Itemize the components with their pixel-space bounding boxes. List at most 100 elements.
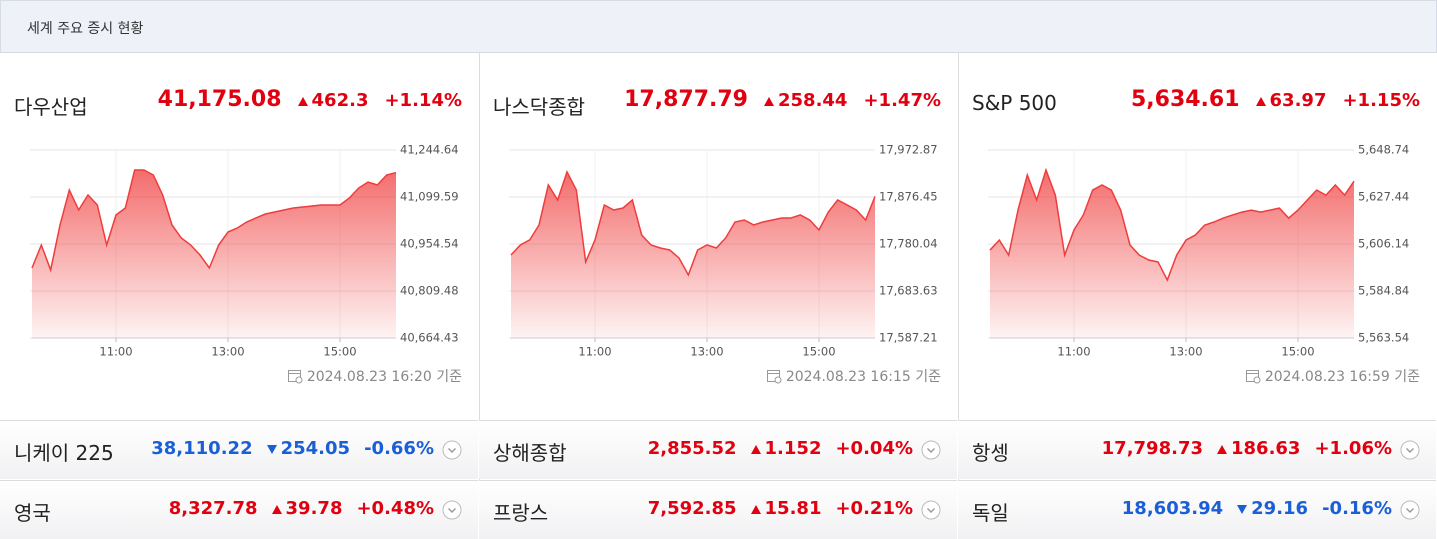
change-percent: +0.48% — [356, 498, 434, 519]
y-tick-label: 5,648.74 — [1358, 143, 1409, 157]
timestamp: 2024.08.23 16:59 기준 — [1245, 366, 1420, 386]
change-percent: +0.04% — [835, 438, 913, 459]
calendar-icon — [1245, 370, 1261, 384]
x-tick-label: 13:00 — [211, 345, 244, 359]
timestamp-text: 2024.08.23 16:15 기준 — [785, 369, 941, 385]
area — [32, 170, 396, 338]
index-row: 프랑스 7,592.85 15.81 +0.21% — [479, 480, 957, 539]
x-tick-label: 13:00 — [1169, 345, 1202, 359]
price: 18,603.94 — [1121, 498, 1224, 519]
expand-button[interactable] — [442, 500, 462, 520]
timestamp: 2024.08.23 16:20 기준 — [287, 366, 462, 386]
index-quote: 41,175.08 462.3 +1.14% — [158, 87, 462, 112]
line — [510, 170, 876, 277]
y-tick-label: 5,627.44 — [1358, 190, 1409, 204]
expand-button[interactable] — [442, 440, 462, 460]
index-quote: 18,603.94 29.16 -0.16% — [1122, 498, 1392, 519]
change-value: 254.05 — [280, 438, 351, 459]
index-row: 독일 18,603.94 29.16 -0.16% — [958, 480, 1436, 539]
x-tick-label: 15:00 — [802, 345, 835, 359]
header: 세계 주요 증시 현황 — [0, 0, 1437, 53]
change-percent: +0.21% — [835, 498, 913, 519]
y-tick-label: 40,664.43 — [400, 331, 459, 345]
index-quote: 17,877.79 258.44 +1.47% — [624, 87, 941, 112]
index-name: 나스닥종합 — [493, 95, 585, 119]
y-tick-label: 17,972.87 — [879, 143, 938, 157]
direction-icon — [266, 444, 277, 454]
index-name: 상해종합 — [493, 441, 567, 465]
y-tick-label: 41,099.59 — [400, 189, 459, 203]
change-value: 15.81 — [764, 498, 822, 519]
index-quote: 8,327.78 39.78 +0.48% — [169, 498, 434, 519]
direction-icon — [1217, 444, 1227, 454]
expand-button[interactable] — [921, 500, 941, 520]
timestamp-text: 2024.08.23 16:59 기준 — [1264, 369, 1420, 385]
header-title: 세계 주요 증시 현황 — [27, 21, 144, 37]
change-value: 462.3 — [311, 90, 369, 111]
change: 29.16 — [1237, 498, 1308, 519]
separator — [958, 52, 959, 539]
index-quote: 2,855.52 1.152 +0.04% — [648, 438, 913, 459]
line — [31, 169, 397, 273]
x-tick-label: 15:00 — [1281, 345, 1314, 359]
index-quote: 5,634.61 63.97 +1.15% — [1131, 87, 1420, 112]
direction-icon — [1255, 96, 1266, 106]
change-value: 63.97 — [1269, 90, 1327, 111]
x-tick-label: 13:00 — [690, 345, 723, 359]
index-name: 다우산업 — [14, 95, 88, 119]
x-tick-label: 11:00 — [99, 345, 132, 359]
y-tick-label: 40,954.54 — [400, 236, 459, 250]
change: 462.3 — [297, 90, 369, 111]
index-name: 독일 — [972, 501, 1009, 525]
y-tick-label: 5,563.54 — [1358, 331, 1409, 345]
index-name: 항셍 — [972, 441, 1009, 465]
index-name: 니케이 225 — [14, 441, 114, 465]
change: 258.44 — [764, 90, 847, 111]
price: 2,855.52 — [647, 438, 737, 459]
x-tick-label: 11:00 — [1057, 345, 1090, 359]
change-value: 1.152 — [764, 438, 822, 459]
direction-icon — [764, 96, 774, 106]
change-value: 258.44 — [778, 90, 848, 111]
timestamp-text: 2024.08.23 16:20 기준 — [306, 369, 462, 385]
change-value: 186.63 — [1231, 438, 1301, 459]
price: 38,110.22 — [151, 438, 253, 459]
x-tick-label: 15:00 — [323, 345, 356, 359]
direction-icon — [271, 504, 282, 514]
timestamp: 2024.08.23 16:15 기준 — [766, 366, 941, 386]
index-row: 니케이 225 38,110.22 254.05 -0.66% — [0, 420, 478, 479]
index-quote: 38,110.22 254.05 -0.66% — [151, 438, 434, 459]
index-name: S&P 500 — [972, 91, 1057, 115]
price: 41,175.08 — [157, 87, 282, 112]
change: 254.05 — [266, 438, 351, 459]
index-row: 상해종합 2,855.52 1.152 +0.04% — [479, 420, 957, 479]
index-quote: 17,798.73 186.63 +1.06% — [1102, 438, 1392, 459]
x-tick-label: 11:00 — [578, 345, 611, 359]
change-percent: +1.14% — [384, 90, 462, 111]
price: 17,798.73 — [1101, 438, 1203, 459]
direction-icon — [1237, 504, 1248, 514]
change-percent: +1.15% — [1342, 90, 1420, 111]
index-quote: 7,592.85 15.81 +0.21% — [648, 498, 913, 519]
direction-icon — [297, 96, 308, 106]
y-tick-label: 17,876.45 — [879, 190, 938, 204]
y-tick-label: 17,587.21 — [879, 331, 938, 345]
y-tick-label: 5,606.14 — [1358, 237, 1409, 251]
separator — [479, 52, 480, 539]
change: 186.63 — [1217, 438, 1300, 459]
y-tick-label: 17,683.63 — [879, 283, 938, 297]
expand-button[interactable] — [1400, 500, 1420, 520]
change-value: 39.78 — [285, 498, 343, 519]
y-tick-label: 17,780.04 — [879, 237, 938, 251]
expand-button[interactable] — [921, 440, 941, 460]
expand-button[interactable] — [1400, 440, 1420, 460]
direction-icon — [750, 444, 761, 454]
y-tick-label: 41,244.64 — [400, 143, 459, 157]
area — [990, 169, 1354, 338]
change: 63.97 — [1255, 90, 1327, 111]
change-value: 29.16 — [1251, 498, 1309, 519]
